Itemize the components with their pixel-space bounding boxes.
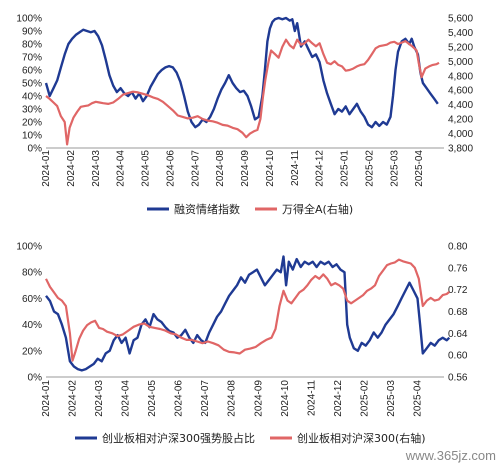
right-tick-label: 0.76	[448, 263, 468, 274]
x-tick-label: 2025-02	[359, 380, 370, 417]
x-tick-label: 2024-03	[91, 150, 102, 187]
legend-label: 创业板相对沪深300(右轴)	[297, 431, 426, 445]
x-tick-label: 2025-03	[386, 380, 397, 417]
x-tick-label: 2025-02	[364, 150, 375, 187]
x-tick-label: 2024-07	[200, 380, 211, 417]
x-tick-label: 2024-05	[141, 150, 152, 187]
left-tick-label: 100%	[16, 14, 42, 25]
legend-label: 万得全A(右轴)	[282, 202, 353, 216]
x-tick-label: 2024-01	[41, 150, 52, 187]
x-tick-label: 2024-08	[227, 380, 238, 417]
right-tick-label: 3,800	[448, 144, 473, 155]
series-line-left	[45, 255, 451, 372]
x-tick-label: 2024-05	[147, 380, 158, 417]
x-tick-label: 2024-11	[306, 380, 317, 416]
right-tick-label: 5,400	[448, 28, 473, 39]
x-tick-label: 2024-12	[333, 380, 344, 417]
right-tick-label: 4,200	[448, 115, 473, 126]
left-tick-label: 80%	[22, 268, 42, 279]
right-tick-label: 0.80	[448, 242, 468, 253]
x-tick-label: 2024-09	[240, 150, 251, 187]
left-tick-label: 60%	[22, 294, 42, 305]
left-tick-label: 70%	[22, 53, 42, 64]
x-tick-label: 2024-06	[165, 150, 176, 187]
right-tick-label: 0.56	[448, 373, 468, 384]
right-tick-label: 5,000	[448, 57, 473, 68]
left-tick-label: 10%	[22, 131, 42, 142]
right-tick-label: 4,600	[448, 86, 473, 97]
left-tick-label: 40%	[22, 92, 42, 103]
left-tick-label: 80%	[22, 40, 42, 51]
left-tick-label: 40%	[22, 320, 42, 331]
left-tick-label: 0%	[28, 373, 43, 384]
right-tick-label: 0.68	[448, 307, 468, 318]
x-tick-label: 2024-12	[315, 150, 326, 187]
series-line-right	[45, 258, 450, 362]
x-tick-label: 2024-04	[121, 380, 132, 417]
x-tick-label: 2024-02	[68, 380, 79, 417]
right-tick-label: 4,000	[448, 129, 473, 140]
x-tick-label: 2024-07	[190, 150, 201, 187]
right-tick-label: 4,800	[448, 71, 473, 82]
x-tick-label: 2024-08	[215, 150, 226, 187]
watermark: www.365jz.com	[405, 448, 496, 463]
right-tick-label: 0.64	[448, 329, 468, 340]
left-tick-label: 0%	[28, 144, 43, 155]
x-tick-label: 2025-04	[414, 150, 425, 187]
left-tick-label: 50%	[22, 79, 42, 90]
x-tick-label: 2024-02	[66, 150, 77, 187]
legend-label: 创业板相对沪深300强势股占比	[102, 431, 255, 445]
series-line-left	[44, 16, 439, 129]
x-tick-label: 2025-03	[389, 150, 400, 187]
right-tick-label: 4,400	[448, 100, 473, 111]
series-line-right	[45, 38, 440, 146]
right-tick-label: 0.72	[448, 285, 468, 296]
x-tick-label: 2024-10	[280, 380, 291, 417]
x-tick-label: 2024-03	[94, 380, 105, 417]
left-tick-label: 90%	[22, 27, 42, 38]
right-tick-label: 0.60	[448, 351, 468, 362]
legend-label: 融资情绪指数	[174, 202, 240, 216]
left-tick-label: 20%	[22, 118, 42, 129]
x-tick-label: 2024-01	[41, 380, 52, 417]
right-tick-label: 5,200	[448, 42, 473, 53]
left-tick-label: 30%	[22, 105, 42, 116]
left-tick-label: 20%	[22, 346, 42, 357]
left-tick-label: 60%	[22, 66, 42, 77]
chart-financing-sentiment: 100% 90% 80% 70% 60% 50% 40% 30% 20% 10% 0% 5,600 5,…	[16, 14, 473, 217]
x-tick-label: 2024-06	[174, 380, 185, 417]
chart-chinext-vs-csi300: 100% 80% 60% 40% 20% 0% 0.80 0.76 0.72 0.68 0.64 0.…	[16, 242, 467, 446]
x-tick-label: 2024-10	[265, 150, 276, 187]
x-tick-label: 2024-04	[116, 150, 127, 187]
x-tick-label: 2024-09	[253, 380, 264, 417]
x-tick-label: 2025-01	[340, 150, 351, 187]
x-tick-label: 2024-11	[290, 150, 301, 186]
right-tick-label: 5,600	[448, 14, 473, 25]
x-tick-label: 2025-04	[412, 380, 423, 417]
left-tick-label: 100%	[16, 242, 42, 253]
